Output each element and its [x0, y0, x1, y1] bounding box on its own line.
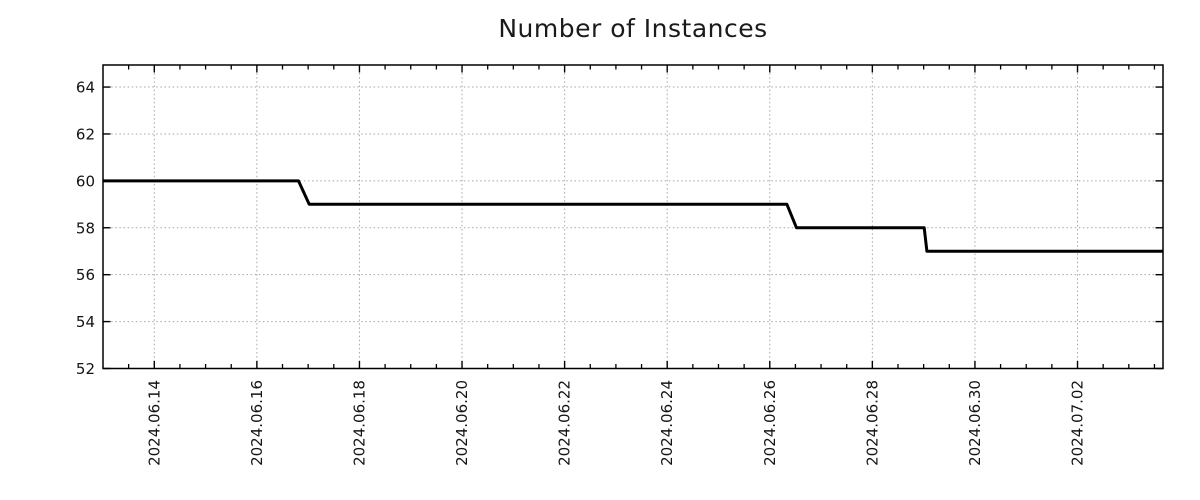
x-tick-label: 2024.06.14: [145, 380, 163, 466]
y-tick-label: 60: [76, 172, 95, 190]
plot-border: [102, 64, 1164, 370]
y-tick-label: 58: [76, 219, 95, 237]
x-tick-label: 2024.06.30: [966, 380, 984, 466]
x-tick-label: 2024.06.28: [863, 380, 881, 466]
x-tick-label: 2024.06.22: [556, 380, 574, 466]
y-tick-label: 54: [76, 313, 95, 331]
y-tick-label: 62: [76, 125, 95, 143]
x-tick-label: 2024.06.24: [658, 380, 676, 466]
data-series-line: [103, 179, 1163, 253]
y-tick-label: 56: [76, 266, 95, 284]
y-tick-label: 64: [76, 79, 95, 97]
x-tick-label: 2024.07.02: [1069, 380, 1087, 466]
chart-title: Number of Instances: [498, 14, 768, 43]
x-tick-label: 2024.06.16: [248, 380, 266, 466]
x-tick-label: 2024.06.26: [761, 380, 779, 466]
x-tick-label: 2024.06.18: [350, 380, 368, 466]
y-tick-label: 52: [76, 360, 95, 378]
x-tick-label: 2024.06.20: [453, 380, 471, 466]
